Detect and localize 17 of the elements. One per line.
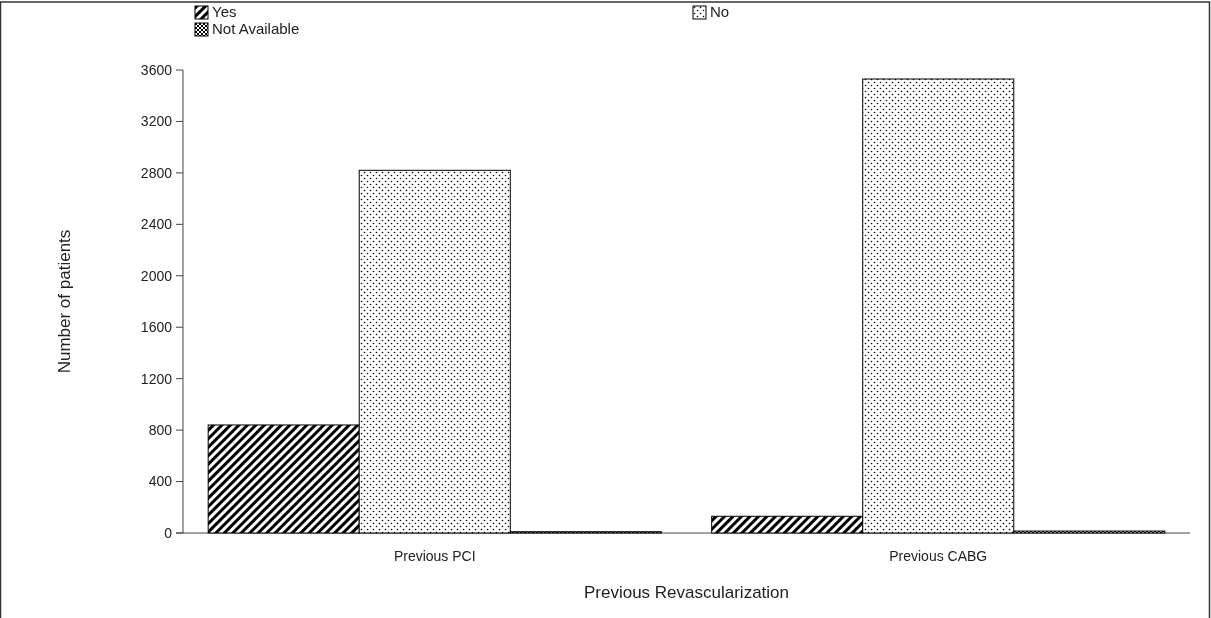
x-tick-label: Previous CABG: [889, 548, 988, 564]
y-tick-label: 800: [148, 422, 173, 439]
legend-label: No: [710, 3, 730, 20]
x-axis-title: Previous Revascularization: [583, 583, 790, 602]
y-tick-label: 2800: [140, 164, 173, 181]
y-tick-label: 3600: [140, 61, 173, 78]
legend-label: Not Available: [212, 20, 300, 37]
y-tick-label: 1600: [140, 319, 173, 336]
y-tick-label: 400: [148, 473, 173, 490]
legend-label: Yes: [212, 3, 237, 20]
y-tick-label: 2000: [140, 267, 173, 284]
y-tick-label: 3200: [140, 113, 173, 130]
y-tick-label: 2400: [140, 216, 173, 233]
y-axis-title: Number of patients: [55, 229, 74, 374]
x-tick-label: Previous PCI: [393, 548, 476, 564]
y-tick-label: 0: [164, 524, 173, 541]
y-tick-label: 1200: [140, 370, 173, 387]
